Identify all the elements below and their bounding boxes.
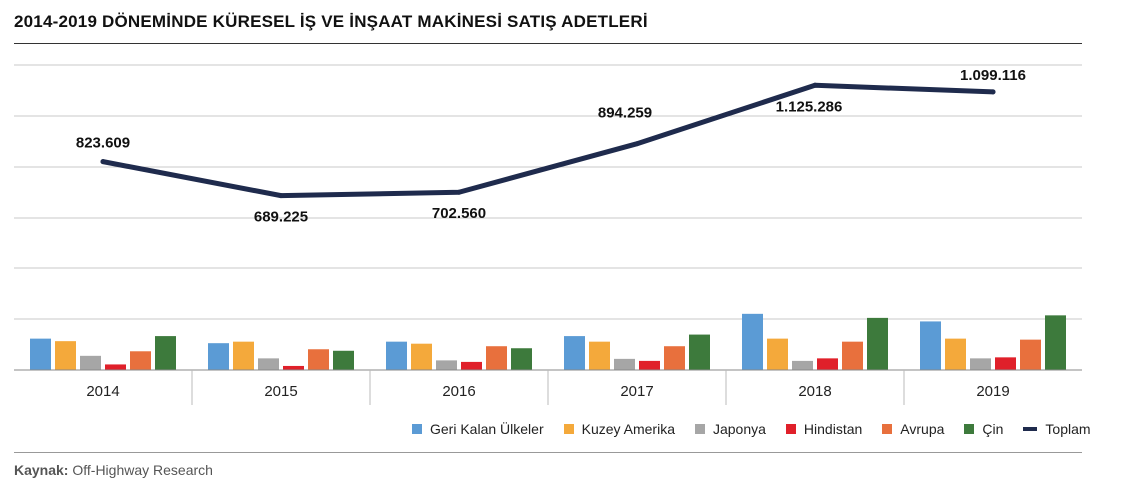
total-data-label: 689.225 [254, 209, 308, 226]
bar-2016-1 [411, 343, 432, 370]
bar-2014-3 [105, 364, 126, 370]
legend-item-avrupa: Avrupa [882, 421, 944, 437]
bar-2014-4 [130, 351, 151, 370]
bar-2019-1 [945, 338, 966, 370]
bar-2016-3 [461, 361, 482, 370]
legend-swatch [964, 424, 975, 434]
x-tick-label: 2018 [798, 383, 831, 400]
bar-2014-2 [80, 355, 101, 370]
bar-2017-1 [589, 341, 610, 370]
bar-2018-2 [792, 360, 813, 370]
total-data-label: 1.125.286 [776, 98, 843, 115]
legend-label: Çin [982, 421, 1004, 437]
legend-item-hindistan: Hindistan [785, 421, 863, 437]
legend-swatch [882, 424, 893, 434]
total-line [100, 82, 996, 199]
legend-item-kuzey-amerika: Kuzey Amerika [563, 421, 675, 437]
bar-2019-5 [1045, 315, 1066, 370]
source-text: Off-Highway Research [72, 462, 213, 478]
legend-swatch [785, 424, 796, 434]
legend-swatch [1023, 427, 1038, 431]
title-divider [14, 43, 1082, 44]
bar-2015-2 [258, 358, 279, 370]
legend-label: Avrupa [900, 421, 945, 437]
bar-2015-4 [308, 349, 329, 370]
bar-2017-4 [664, 346, 685, 370]
bar-2015-0 [208, 343, 229, 370]
bar-2016-5 [511, 348, 532, 370]
bar-2015-5 [333, 350, 354, 370]
legend-item-geri-kalan-ulkeler: Geri Kalan Ülkeler [412, 421, 544, 437]
bar-2018-1 [767, 338, 788, 370]
x-tick-label: 2019 [976, 383, 1009, 400]
total-point [278, 193, 284, 199]
total-point [100, 159, 106, 165]
total-point [812, 82, 818, 88]
source-label: Kaynak: [14, 462, 69, 478]
chart-title: 2014-2019 DÖNEMİNDE KÜRESEL İŞ VE İNŞAAT… [14, 12, 648, 31]
bar-2016-2 [436, 360, 457, 370]
bar-2017-3 [639, 360, 660, 370]
x-tick-label: 2017 [620, 383, 653, 400]
source-note: Kaynak: Off-Highway Research [14, 462, 213, 478]
total-point [990, 89, 996, 95]
bar-2018-0 [742, 313, 763, 370]
legend-swatch [563, 424, 574, 434]
legend-item-japonya: Japonya [694, 421, 766, 437]
bar-2019-3 [995, 357, 1016, 370]
total-data-label: 823.609 [76, 135, 130, 152]
legend-label: Geri Kalan Ülkeler [430, 421, 544, 437]
footer-divider [14, 452, 1082, 453]
bar-2019-0 [920, 321, 941, 370]
bar-2014-5 [155, 336, 176, 370]
bar-2018-4 [842, 341, 863, 370]
bar-2016-4 [486, 346, 507, 370]
bar-2014-0 [30, 338, 51, 370]
bar-2015-3 [283, 365, 304, 370]
legend-label: Kuzey Amerika [581, 421, 675, 437]
x-tick-label: 2016 [442, 383, 475, 400]
bar-2019-2 [970, 358, 991, 370]
total-data-label: 702.560 [432, 205, 486, 222]
chart-legend: Geri Kalan Ülkeler Kuzey Amerika Japonya… [412, 421, 1091, 437]
legend-swatch [412, 424, 422, 434]
bar-2016-0 [386, 341, 407, 370]
legend-item-toplam: Toplam [1023, 421, 1091, 437]
bar-2018-5 [867, 317, 888, 370]
total-point [456, 189, 462, 195]
bar-2019-4 [1020, 339, 1041, 370]
x-tick-label: 2015 [264, 383, 297, 400]
legend-label: Japonya [712, 421, 766, 437]
bar-2017-0 [564, 336, 585, 370]
x-tick-label: 2014 [86, 383, 119, 400]
legend-label: Toplam [1045, 421, 1091, 437]
legend-swatch [694, 424, 705, 434]
legend-item-cin: Çin [964, 421, 1003, 437]
total-data-label: 1.099.116 [960, 67, 1026, 84]
bar-2017-5 [689, 334, 710, 370]
legend-label: Hindistan [803, 421, 863, 437]
bar-2015-1 [233, 341, 254, 370]
sales-chart: 2014 2015 2016 2017 2018 2019 823.609 689.225 70… [14, 64, 1082, 405]
bar-2018-3 [817, 358, 838, 370]
total-point [634, 141, 640, 147]
bar-2014-1 [55, 341, 76, 370]
total-data-label: 894.259 [598, 105, 652, 122]
bar-2017-2 [614, 358, 635, 370]
